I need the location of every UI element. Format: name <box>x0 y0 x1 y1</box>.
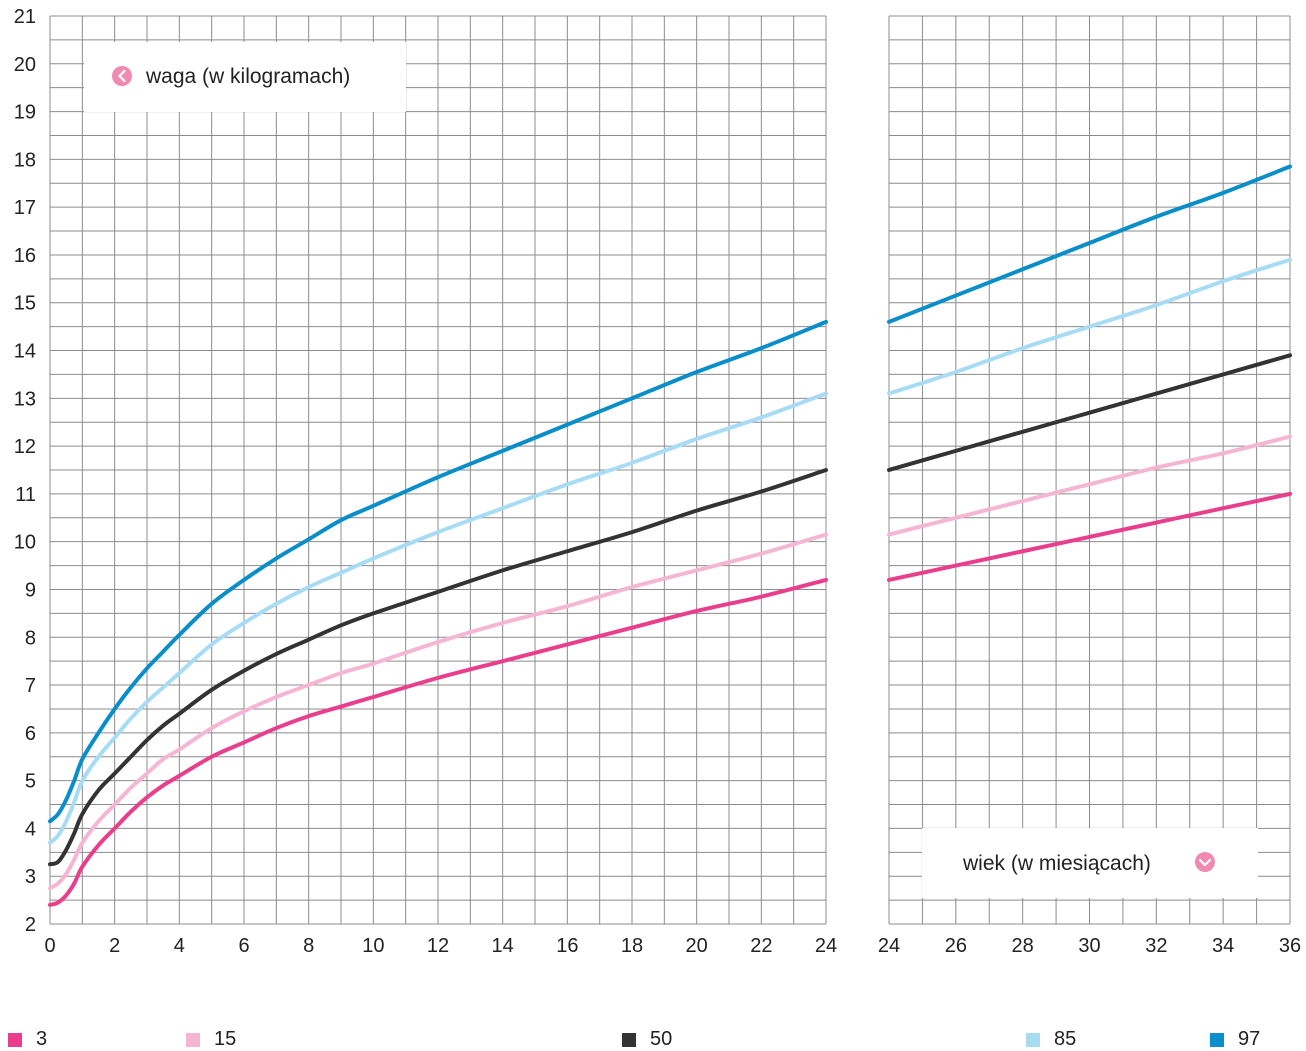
y-tick-label: 17 <box>14 197 36 219</box>
grid <box>49 15 1291 925</box>
chevron-left-icon <box>112 66 132 86</box>
weight-label-box: waga (w kilogramach) <box>84 42 406 112</box>
series-line-p85 <box>48 391 828 845</box>
x-tick-label: 6 <box>238 935 249 957</box>
y-tick-label: 7 <box>25 675 36 697</box>
legend-label: 50 <box>650 1028 673 1050</box>
y-tick-label: 15 <box>14 293 36 315</box>
series-line-p97 <box>887 164 1292 324</box>
x-tick-label: 28 <box>1012 935 1034 957</box>
y-tick-label: 21 <box>14 6 36 28</box>
legend-swatch <box>8 1032 22 1047</box>
x-tick-label: 12 <box>427 935 449 957</box>
y-tick-label: 3 <box>25 866 36 888</box>
series-line-p3 <box>48 577 828 907</box>
series-line-p50 <box>887 353 1292 472</box>
series-lines <box>48 164 1292 907</box>
y-tick-label: 10 <box>14 532 36 554</box>
legend-item-97: 97 <box>1210 1028 1260 1051</box>
y-tick-label: 20 <box>14 54 36 76</box>
legend-label: 15 <box>214 1028 237 1050</box>
x-tick-label: 2 <box>109 935 120 957</box>
legend-item-50: 50 <box>622 1028 672 1051</box>
tick-labels: 0 2 4 6 8 10 12 14 16 18 20 22 242345678910111213141… <box>14 6 1301 957</box>
chevron-down-icon-glyph <box>1198 858 1212 867</box>
legend-item-85: 85 <box>1026 1028 1076 1051</box>
x-tick-label: 32 <box>1145 935 1167 957</box>
x-tick-label: 10 <box>362 935 384 957</box>
chevron-left-icon-glyph <box>118 69 126 83</box>
legend-label: 85 <box>1054 1028 1077 1050</box>
y-tick-label: 11 <box>15 484 36 506</box>
y-tick-label: 9 <box>25 579 36 601</box>
series-line-p50 <box>48 468 828 867</box>
x-tick-label: 26 <box>945 935 967 957</box>
y-tick-label: 5 <box>25 771 36 793</box>
legend-swatch <box>622 1032 636 1047</box>
x-tick-label: 20 <box>686 935 708 957</box>
x-tick-label: 4 <box>174 935 185 957</box>
x-tick-label: 36 <box>1279 935 1301 957</box>
age-label-box: wiek (w miesiącach) <box>922 828 1258 898</box>
y-tick-label: 4 <box>25 818 36 840</box>
x-tick-label: 24 <box>878 935 900 957</box>
legend-swatch <box>186 1032 200 1047</box>
legend-swatch <box>1210 1032 1224 1047</box>
series-line-p97 <box>48 319 828 824</box>
x-tick-label: 22 <box>750 935 772 957</box>
y-tick-label: 14 <box>14 341 36 363</box>
age-axis-label: wiek (w miesiącach) <box>962 852 1151 875</box>
x-tick-label: 24 <box>815 935 837 957</box>
y-tick-label: 13 <box>14 388 36 410</box>
y-tick-label: 19 <box>14 102 36 124</box>
y-tick-label: 6 <box>25 723 36 745</box>
y-tick-label: 12 <box>14 436 36 458</box>
chevron-down-icon <box>1195 852 1215 872</box>
series-line-p15 <box>48 532 828 891</box>
growth-chart: 0 2 4 6 8 10 12 14 16 18 20 22 242345678910111213141… <box>14 6 1301 957</box>
y-tick-label: 18 <box>14 149 36 171</box>
x-tick-label: 30 <box>1078 935 1100 957</box>
legend-label: 3 <box>36 1028 48 1050</box>
legend-swatch <box>1026 1032 1040 1047</box>
legend-item-15: 15 <box>186 1028 236 1051</box>
y-tick-label: 16 <box>14 245 36 267</box>
x-tick-label: 0 <box>44 935 55 957</box>
x-tick-label: 8 <box>303 935 314 957</box>
weight-axis-label: waga (w kilogramach) <box>145 65 350 88</box>
x-tick-label: 14 <box>492 935 514 957</box>
series-line-p85 <box>887 257 1292 396</box>
y-tick-label: 2 <box>25 914 36 936</box>
x-tick-label: 18 <box>621 935 643 957</box>
x-tick-label: 16 <box>556 935 578 957</box>
legend-item-3: 3 <box>8 1028 47 1051</box>
x-tick-label: 34 <box>1212 935 1234 957</box>
legend-label: 97 <box>1238 1028 1261 1050</box>
series-line-p15 <box>887 434 1292 537</box>
series-line-p3 <box>887 491 1292 582</box>
y-tick-label: 8 <box>25 627 36 649</box>
